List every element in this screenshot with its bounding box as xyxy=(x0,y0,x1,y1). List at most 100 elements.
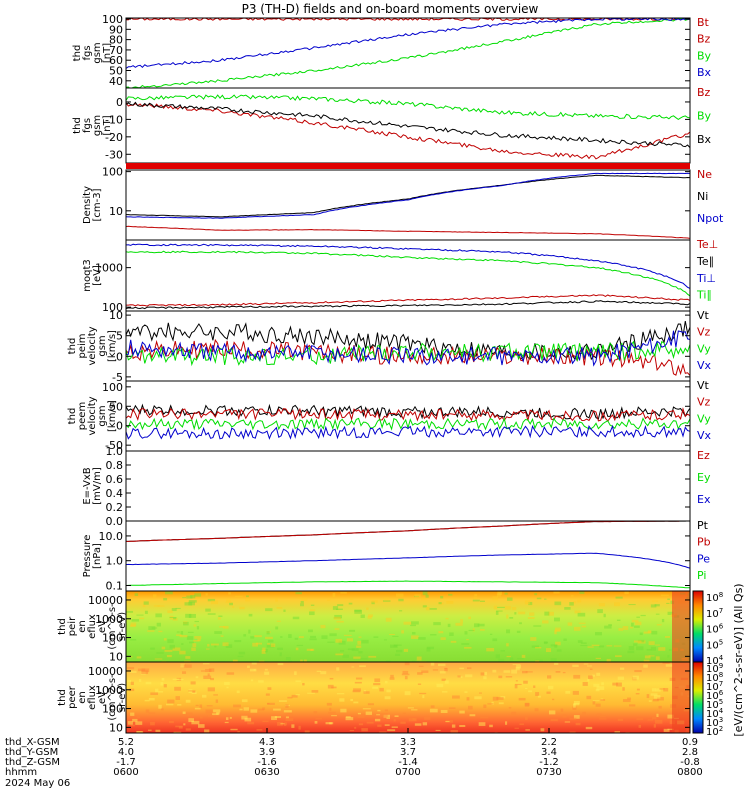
spectrogram-cell xyxy=(386,689,391,693)
spectrogram-cell xyxy=(430,662,435,666)
spectrogram-cell xyxy=(128,688,135,692)
spectrogram-cell xyxy=(185,613,192,618)
spectrogram-cell xyxy=(153,605,160,607)
y-axis-label: thd xyxy=(57,689,68,706)
spectrogram-cell xyxy=(275,597,278,602)
spectrogram-cell xyxy=(167,610,173,614)
spectrogram-cell xyxy=(581,642,587,644)
spectrogram-cell xyxy=(342,654,349,658)
spectrogram-cell xyxy=(544,598,547,600)
spectrogram-cell xyxy=(439,671,446,674)
spectrogram-cell xyxy=(230,728,238,731)
spectrogram-cell xyxy=(384,709,388,712)
spectrogram-cell xyxy=(309,611,315,616)
spectrogram-cell xyxy=(248,629,251,634)
spectrogram-cell xyxy=(181,643,184,645)
spectrogram-cell xyxy=(504,605,512,610)
x-tick-label: -0.8 xyxy=(680,757,700,768)
spectrogram-cell xyxy=(577,599,582,603)
spectrogram-cell xyxy=(353,656,361,659)
spectrogram-cell xyxy=(474,696,482,700)
spectrogram-cell xyxy=(349,729,355,732)
spectrogram-cell xyxy=(512,664,521,666)
spectrogram-cell xyxy=(395,593,404,597)
spectrogram-cell xyxy=(643,664,648,668)
spectrogram-cell xyxy=(232,659,238,662)
spectrogram-cell xyxy=(194,593,202,597)
spectrogram-cell xyxy=(622,626,629,630)
y-tick-label: 1000 xyxy=(95,613,123,626)
spectrogram-cell xyxy=(155,688,159,693)
spectrogram-cell xyxy=(493,605,498,610)
spectrogram-cell xyxy=(326,702,332,706)
spectrogram-cell xyxy=(652,698,659,702)
spectrogram-cell xyxy=(160,682,164,686)
spectrogram-cell xyxy=(132,718,138,722)
spectrogram-cell xyxy=(248,613,253,617)
spectrogram-cell xyxy=(226,598,231,602)
spectrogram-cell xyxy=(528,601,533,606)
spectrogram-cell xyxy=(300,603,304,607)
y-axis-label: velocity xyxy=(87,396,98,435)
spectrogram-cell xyxy=(578,622,586,624)
spectrogram-cell xyxy=(473,596,478,600)
x-row-label: thd_X-GSM xyxy=(5,737,60,748)
spectrogram-cell xyxy=(150,721,155,726)
spectrogram-cell xyxy=(577,612,586,617)
y-axis-label: Density xyxy=(82,186,93,224)
spectrogram-cell xyxy=(636,646,644,651)
spectrogram-cell xyxy=(226,672,235,675)
spectrogram-cell xyxy=(552,698,555,701)
spectrogram-cell xyxy=(374,718,381,722)
spectrogram-cell xyxy=(183,723,186,726)
panel-3: 100 10 Density [cm-3] Ne Ni Npot xyxy=(82,166,724,241)
spectrogram-cell xyxy=(514,684,518,689)
spectrogram-cell xyxy=(655,613,660,615)
spectrogram-cell xyxy=(497,591,502,596)
spectrogram-cell xyxy=(441,678,446,681)
spectrogram-cell xyxy=(186,595,193,599)
spectrogram-cell xyxy=(252,642,258,647)
spectrogram-cell xyxy=(599,718,607,720)
colorbar xyxy=(692,590,704,663)
spectrogram-cell xyxy=(189,641,194,644)
y-axis-label: gsm xyxy=(97,405,108,426)
spectrogram-cell xyxy=(573,674,581,679)
spectrogram-cell xyxy=(414,723,422,726)
spectrogram-cell xyxy=(392,635,399,637)
spectrogram-cell xyxy=(196,626,200,630)
spectrogram-cell xyxy=(438,663,446,667)
x-tick-label: 0630 xyxy=(254,767,279,778)
spectrogram-cell xyxy=(651,716,657,720)
spectrogram-cell xyxy=(354,726,357,729)
spectrogram-cell xyxy=(644,655,651,659)
spectrogram-cell xyxy=(646,694,650,699)
spectrogram-cell xyxy=(232,606,235,608)
spectrogram-cell xyxy=(550,718,558,722)
spectrogram-cell xyxy=(595,632,602,636)
spectrogram-cell xyxy=(335,653,344,656)
y-axis-label: eV xyxy=(97,691,108,704)
spectrogram-cell xyxy=(648,641,655,646)
spectrogram-cell xyxy=(205,709,213,714)
spectrogram-cell xyxy=(498,658,505,662)
spectrogram-cell xyxy=(175,725,183,728)
x-row-label: thd_Z-GSM xyxy=(5,757,60,768)
spectrogram-cell xyxy=(595,688,600,692)
spectrogram-cell xyxy=(436,683,444,688)
spectrogram-cell xyxy=(179,634,188,638)
spectrogram-cell xyxy=(249,668,257,672)
spectrogram-cell xyxy=(511,669,518,674)
spectrogram-cell xyxy=(554,644,558,648)
spectrogram-cell xyxy=(503,670,511,673)
spectrogram-cell xyxy=(306,648,315,651)
spectrogram-cell xyxy=(283,609,286,612)
y-axis-label: velocity xyxy=(87,326,98,365)
spectrogram-cell xyxy=(300,600,304,604)
spectrogram-cell xyxy=(217,617,221,620)
spectrogram-cell xyxy=(429,708,438,713)
spectrogram-cell xyxy=(332,593,336,597)
series-group xyxy=(126,521,690,589)
spectrogram-cell xyxy=(151,627,158,629)
series-line-ni xyxy=(126,174,690,218)
